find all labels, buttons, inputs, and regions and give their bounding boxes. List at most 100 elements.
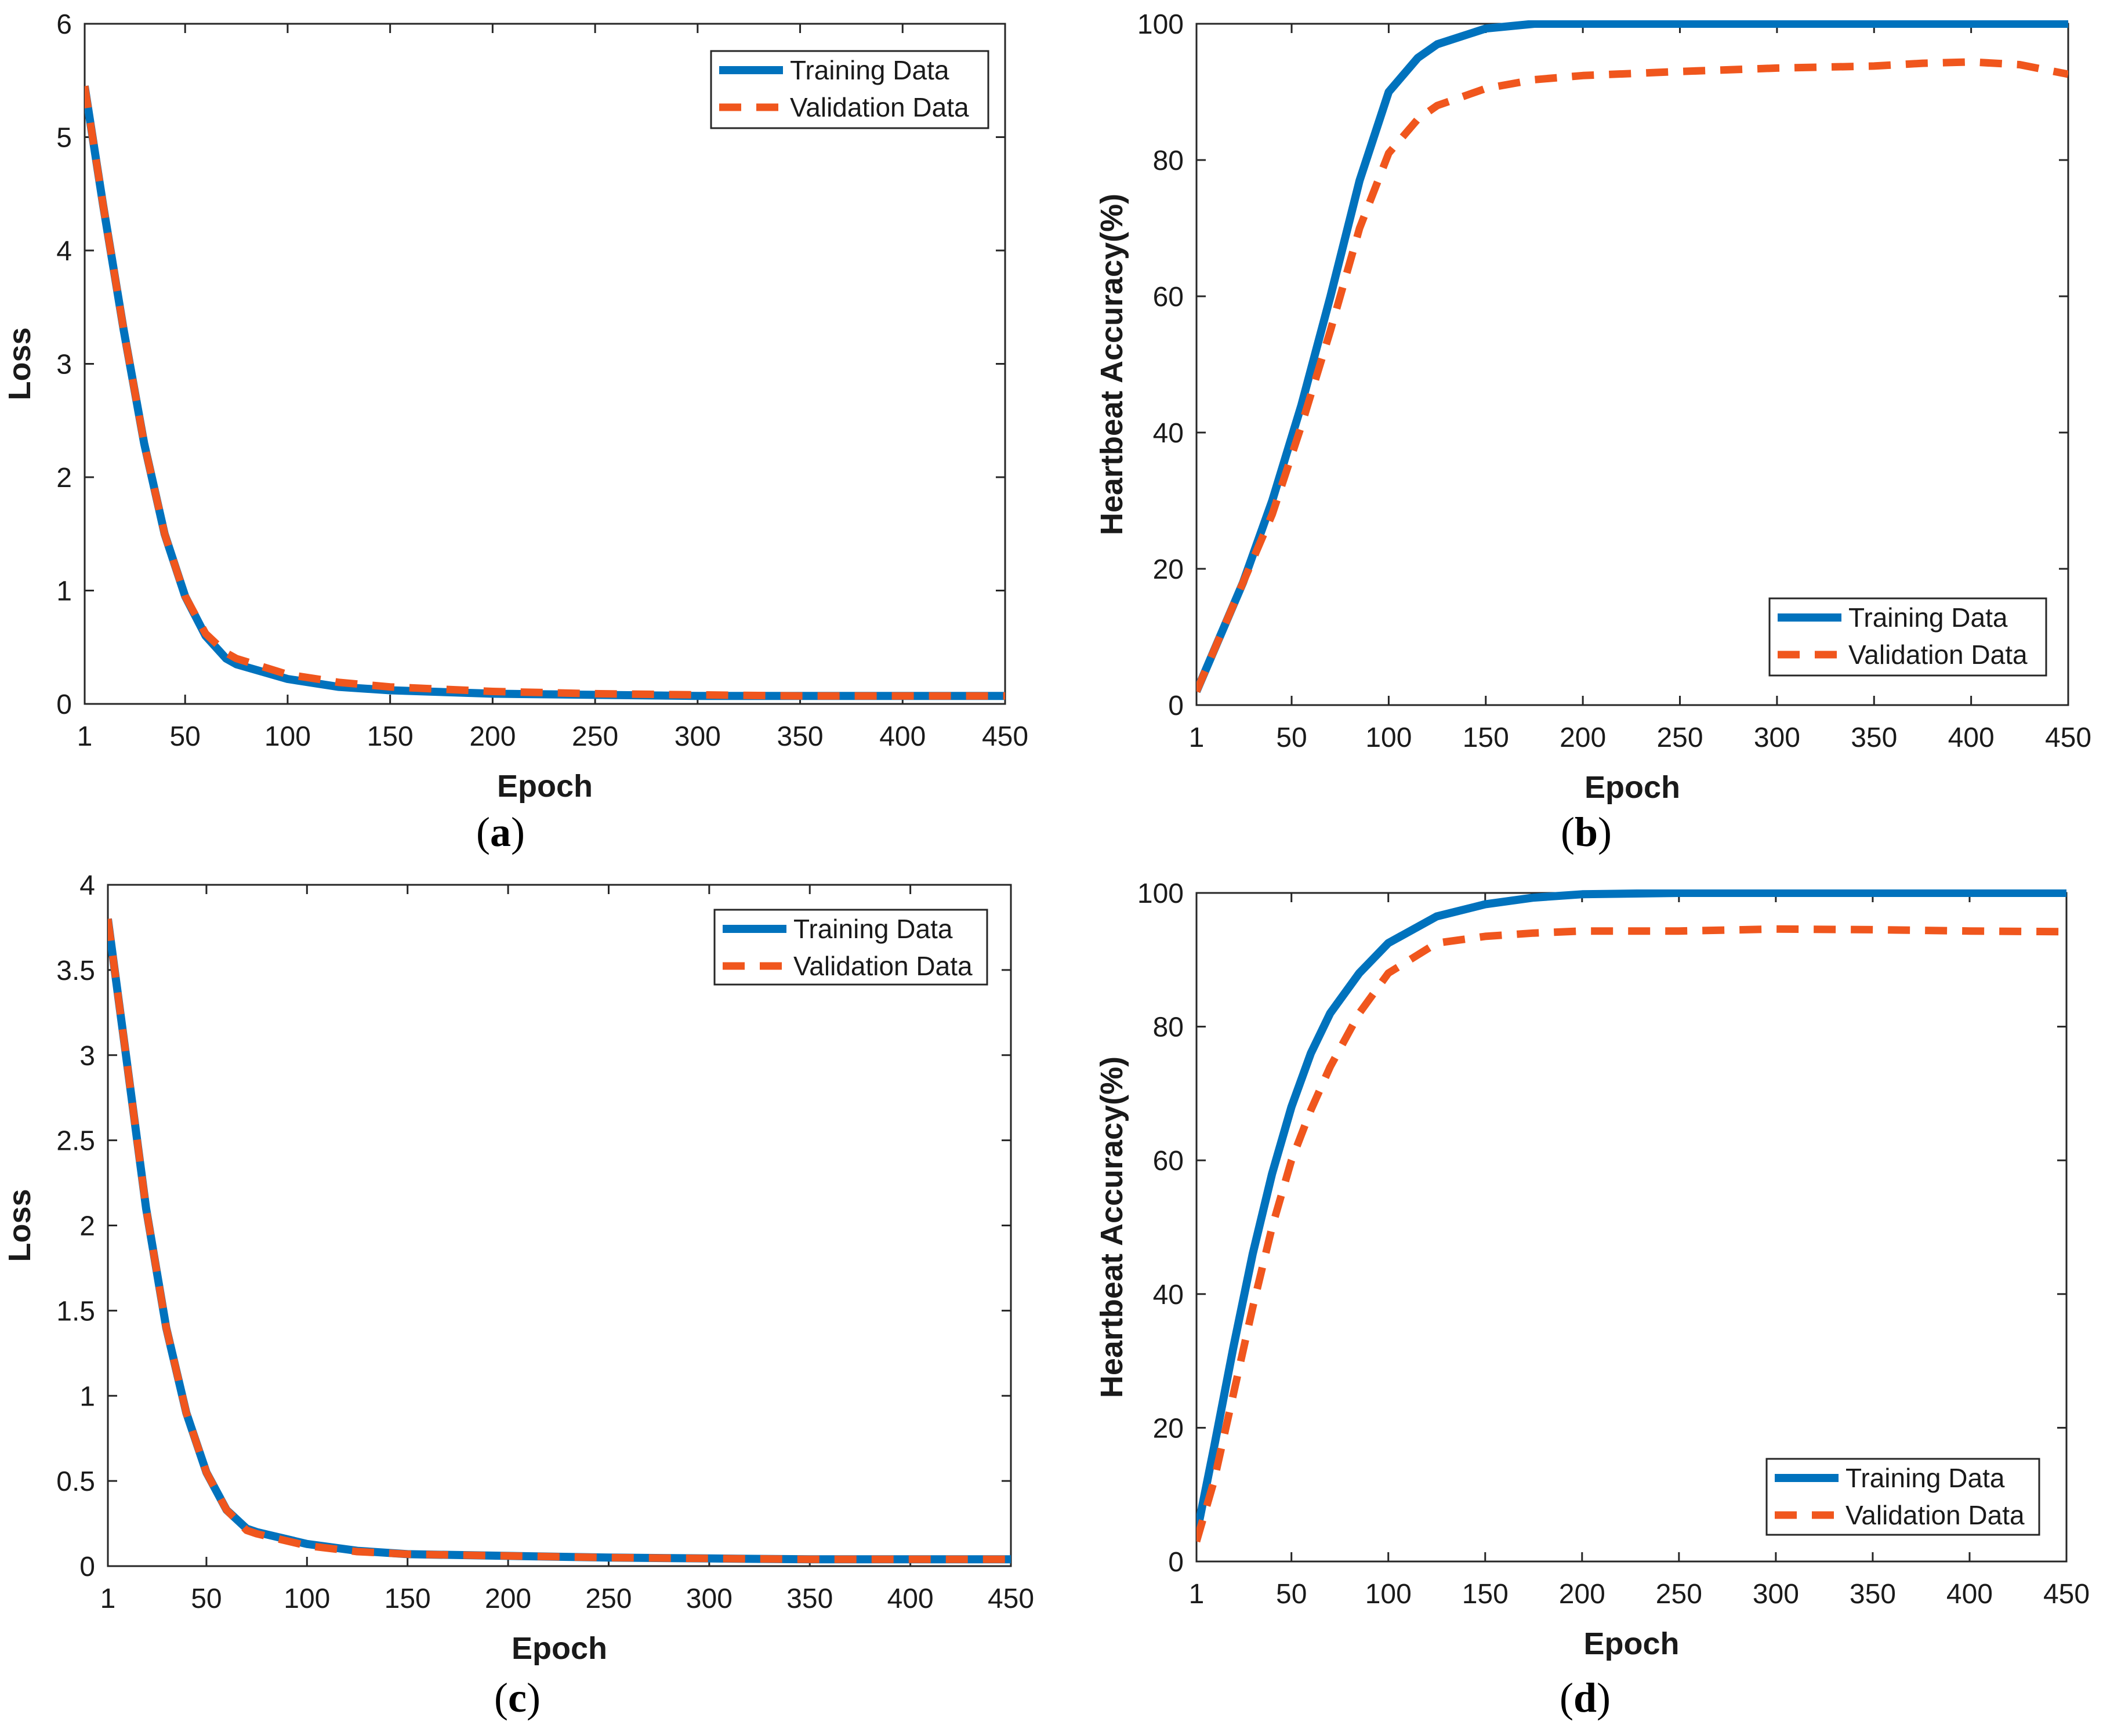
chart-panel-d: 1 50 100 150 200 250 300 350 400 450020406080100E…: [1094, 878, 2090, 1721]
legend-b: [1768, 597, 2047, 677]
panel-caption-c: (c): [494, 1675, 541, 1721]
y-tick-label: 0: [1168, 691, 1184, 721]
y-tick-label: 20: [1153, 554, 1184, 585]
legend-validation-label: Validation Data: [1848, 640, 2028, 670]
y-axis-label: Heartbeat Accuracy(%): [1094, 194, 1129, 535]
training-data-line-b: [1196, 20, 2068, 693]
legend-a: [710, 50, 989, 129]
x-tick-label: 1: [77, 721, 93, 752]
x-tick-label: 250: [1656, 1579, 1702, 1610]
y-tick-label: 100: [1137, 9, 1184, 40]
chart-panel-a: 1 50 100 150 200 250 300 350 400 4500123456EpochL…: [2, 9, 1028, 855]
x-tick-label: 50: [1276, 722, 1307, 753]
y-tick-label: 2: [56, 463, 72, 493]
x-tick-label: 100: [284, 1584, 330, 1614]
x-tick-label: 100: [1365, 1579, 1412, 1610]
x-tick-label: 300: [675, 721, 721, 752]
x-tick-label: 350: [1850, 1579, 1896, 1610]
legend-training-label: Training Data: [790, 55, 949, 85]
panel-caption-a: (a): [476, 809, 525, 855]
x-axis-label: Epoch: [497, 769, 593, 804]
y-tick-label: 5: [56, 123, 72, 154]
validation-data-line-b: [1196, 58, 2068, 693]
y-tick-label: 2: [79, 1211, 95, 1242]
x-tick-label: 300: [1754, 722, 1800, 753]
plot-area-a: [84, 23, 1006, 705]
y-tick-label: 0.5: [56, 1466, 95, 1497]
y-tick-label: 60: [1153, 1146, 1184, 1176]
y-tick-label: 0: [79, 1552, 95, 1582]
x-tick-label: 400: [1948, 722, 1995, 753]
x-tick-label: 50: [1276, 1579, 1307, 1610]
y-axis-label: Heartbeat Accuracy(%): [1094, 1056, 1129, 1398]
panel-caption-d: (d): [1560, 1675, 1611, 1721]
y-tick-label: 3: [79, 1041, 95, 1072]
validation-data-line-c: [108, 918, 1011, 1563]
x-tick-label: 50: [191, 1584, 222, 1614]
panel-caption-letter: b: [1575, 809, 1598, 855]
legend-validation-label: Validation Data: [1845, 1500, 2025, 1530]
y-tick-label: 80: [1153, 146, 1184, 176]
y-tick-label: 4: [56, 236, 72, 267]
y-tick-label: 3.5: [56, 956, 95, 986]
y-tick-label: 2.5: [56, 1126, 95, 1157]
panel-caption-b: (b): [1561, 809, 1612, 855]
plot-area-c: [107, 884, 1012, 1567]
x-tick-label: 250: [585, 1584, 632, 1614]
y-tick-label: 40: [1153, 418, 1184, 449]
x-tick-label: 200: [485, 1584, 531, 1614]
training-data-line-d: [1196, 889, 2066, 1536]
x-tick-label: 200: [469, 721, 516, 752]
panel-caption-letter: c: [508, 1675, 527, 1721]
y-tick-label: 6: [56, 9, 72, 40]
y-tick-label: 80: [1153, 1012, 1184, 1043]
panel-caption-letter: d: [1573, 1675, 1597, 1721]
x-tick-label: 450: [988, 1584, 1034, 1614]
x-tick-label: 200: [1559, 1579, 1605, 1610]
y-tick-label: 3: [56, 350, 72, 380]
x-tick-label: 300: [686, 1584, 733, 1614]
y-tick-label: 0: [56, 689, 72, 720]
legend-training-label: Training Data: [1845, 1463, 2005, 1493]
x-tick-label: 350: [1851, 722, 1897, 753]
legend-validation-label: Validation Data: [793, 951, 973, 981]
x-tick-label: 1: [1189, 722, 1205, 753]
y-tick-label: 0: [1168, 1547, 1184, 1578]
y-tick-label: 60: [1153, 282, 1184, 313]
x-tick-label: 450: [982, 721, 1028, 752]
x-tick-label: 150: [367, 721, 414, 752]
y-tick-label: 20: [1153, 1413, 1184, 1444]
x-tick-label: 450: [2045, 722, 2091, 753]
x-tick-label: 100: [1365, 722, 1412, 753]
x-tick-label: 450: [2043, 1579, 2090, 1610]
x-tick-label: 400: [1946, 1579, 1993, 1610]
y-axis-label: Loss: [2, 327, 37, 400]
y-tick-label: 40: [1153, 1280, 1184, 1310]
x-tick-label: 150: [385, 1584, 431, 1614]
validation-data-line-a: [85, 85, 1005, 700]
x-tick-label: 350: [777, 721, 824, 752]
legend-d: [1765, 1458, 2040, 1536]
legend-training-label: Training Data: [793, 914, 953, 944]
legend-validation-label: Validation Data: [790, 92, 969, 122]
x-tick-label: 150: [1463, 722, 1509, 753]
x-tick-label: 1: [1189, 1579, 1205, 1610]
y-tick-label: 1: [79, 1381, 95, 1412]
x-tick-label: 250: [1656, 722, 1703, 753]
x-tick-label: 300: [1753, 1579, 1799, 1610]
legend-training-label: Training Data: [1848, 602, 2008, 633]
x-tick-label: 200: [1560, 722, 1606, 753]
chart-panel-b: 1 50 100 150 200 250 300 350 400 450020406080100E…: [1094, 9, 2091, 855]
x-axis-label: Epoch: [1584, 770, 1680, 805]
panel-caption-letter: a: [490, 809, 511, 855]
x-tick-label: 250: [572, 721, 618, 752]
plot-area-b: [1195, 23, 2069, 706]
x-tick-label: 400: [879, 721, 926, 752]
y-tick-label: 4: [79, 870, 95, 901]
legend-c: [713, 909, 988, 986]
x-axis-label: Epoch: [1583, 1626, 1679, 1661]
x-tick-label: 50: [169, 721, 200, 752]
x-tick-label: 150: [1462, 1579, 1509, 1610]
chart-panel-c: 1 50 100 150 200 250 300 350 400 45000.511.522.53…: [2, 870, 1034, 1721]
